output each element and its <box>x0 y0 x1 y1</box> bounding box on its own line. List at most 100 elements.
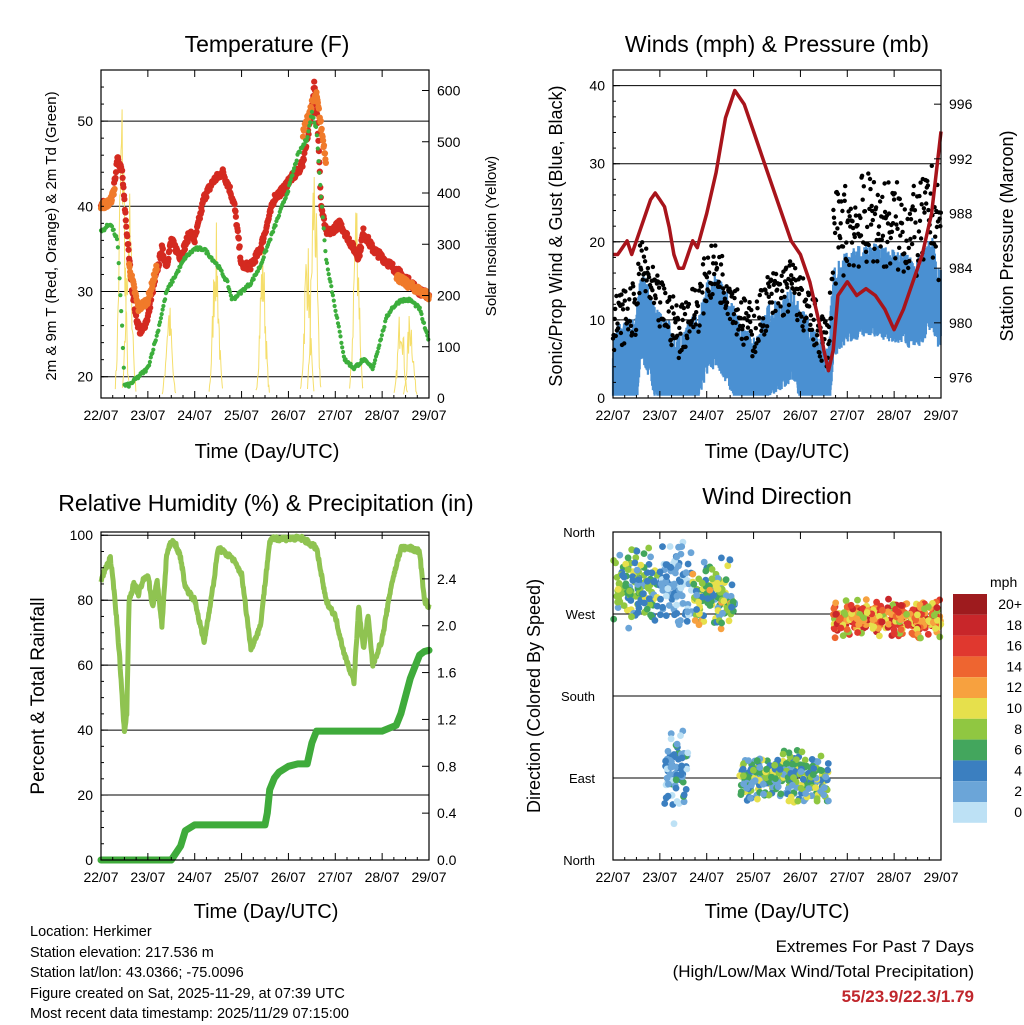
data-point <box>314 124 319 129</box>
direction-point <box>647 553 654 561</box>
gust-point <box>695 303 701 309</box>
direction-point <box>817 766 824 774</box>
gust-point <box>757 315 762 320</box>
data-point <box>112 174 119 182</box>
humidity-x-tick-label: 24/07 <box>177 869 212 885</box>
gust-point <box>789 273 794 278</box>
gust-point <box>754 299 760 304</box>
humidity-x-tick-label: 26/07 <box>271 869 306 885</box>
direction-point <box>675 562 682 570</box>
direction-point <box>890 630 898 638</box>
gust-point <box>663 290 668 296</box>
gust-point <box>876 224 882 229</box>
gust-point <box>792 290 797 295</box>
gust-point <box>915 253 920 258</box>
gust-point <box>902 207 907 212</box>
gust-point <box>936 277 941 283</box>
gust-point <box>908 217 914 222</box>
gust-point <box>636 261 641 266</box>
direction-point <box>863 609 871 616</box>
gust-point <box>725 311 730 317</box>
direction-point <box>664 792 672 800</box>
direction-point <box>917 634 924 642</box>
gust-point <box>831 207 836 213</box>
gust-point <box>680 317 685 323</box>
gust-point <box>863 249 869 254</box>
gust-point <box>814 333 820 338</box>
pressure-y2-axis-title: Station Pressure (Maroon) <box>997 130 1017 341</box>
data-point <box>159 245 166 252</box>
gust-point <box>615 326 621 331</box>
gust-point <box>739 300 744 305</box>
pressure-y2-tick-label: 992 <box>949 151 973 167</box>
direction-x-tick-label: 25/07 <box>736 869 771 885</box>
gust-point <box>852 234 857 240</box>
data-point <box>378 337 384 342</box>
direction-point <box>679 778 687 786</box>
direction-point <box>662 757 669 765</box>
direction-x-tick-label: 24/07 <box>689 869 724 885</box>
gust-point <box>650 288 655 293</box>
gust-point <box>631 284 636 289</box>
legend-label: 18 <box>1006 617 1022 633</box>
wind-y-tick-label: 40 <box>589 78 605 94</box>
temperature-x-tick-label: 27/07 <box>318 407 353 423</box>
data-point <box>335 315 340 320</box>
temperature-x-tick-label: 29/07 <box>411 407 446 423</box>
data-point <box>153 338 158 343</box>
data-point <box>268 237 273 242</box>
direction-point <box>897 626 905 633</box>
data-point <box>320 142 328 149</box>
legend-swatch <box>953 760 987 782</box>
legend-swatch <box>953 739 987 761</box>
gust-point <box>644 278 649 283</box>
gust-point <box>677 325 682 331</box>
gust-point <box>786 302 792 308</box>
data-point <box>159 312 164 317</box>
gust-point <box>865 224 870 230</box>
direction-point <box>651 617 659 624</box>
gust-point <box>811 317 816 322</box>
data-point <box>125 246 132 253</box>
direction-point <box>875 612 883 620</box>
direction-point <box>814 758 822 766</box>
gust-point <box>804 315 809 320</box>
gust-point <box>773 308 778 314</box>
data-point <box>120 184 127 191</box>
direction-point <box>904 622 912 629</box>
direction-point <box>810 765 818 772</box>
gust-point <box>803 297 809 302</box>
data-point <box>231 201 238 208</box>
gust-point <box>637 290 642 296</box>
humidity-y-tick-label: 80 <box>77 592 93 608</box>
data-point <box>319 194 324 199</box>
direction-point <box>801 756 809 764</box>
legend-swatch <box>953 614 987 636</box>
gust-point <box>912 235 917 240</box>
data-point <box>148 355 153 360</box>
direction-point <box>813 795 821 803</box>
data-point <box>286 189 291 194</box>
data-point <box>307 123 312 128</box>
direction-point <box>918 617 926 625</box>
direction-point <box>718 554 725 562</box>
gust-point <box>835 191 841 197</box>
gust-point <box>901 269 906 274</box>
temperature-x-axis-title: Time (Day/UTC) <box>195 441 340 463</box>
gust-point <box>626 327 631 332</box>
gust-point <box>696 329 701 334</box>
gust-point <box>933 234 938 239</box>
gust-point <box>876 231 881 237</box>
gust-point <box>830 276 835 282</box>
gust-point <box>699 283 704 289</box>
direction-point <box>785 797 793 805</box>
direction-point <box>809 771 817 778</box>
gust-point <box>867 176 873 182</box>
direction-point <box>765 791 773 799</box>
gust-point <box>623 289 628 294</box>
direction-point <box>629 577 637 584</box>
gust-point <box>640 277 645 282</box>
data-point <box>311 78 318 85</box>
temperature-panel: Temperature (F) 2m & 9m T (Red, Orange) … <box>43 31 500 463</box>
direction-point <box>724 562 732 570</box>
